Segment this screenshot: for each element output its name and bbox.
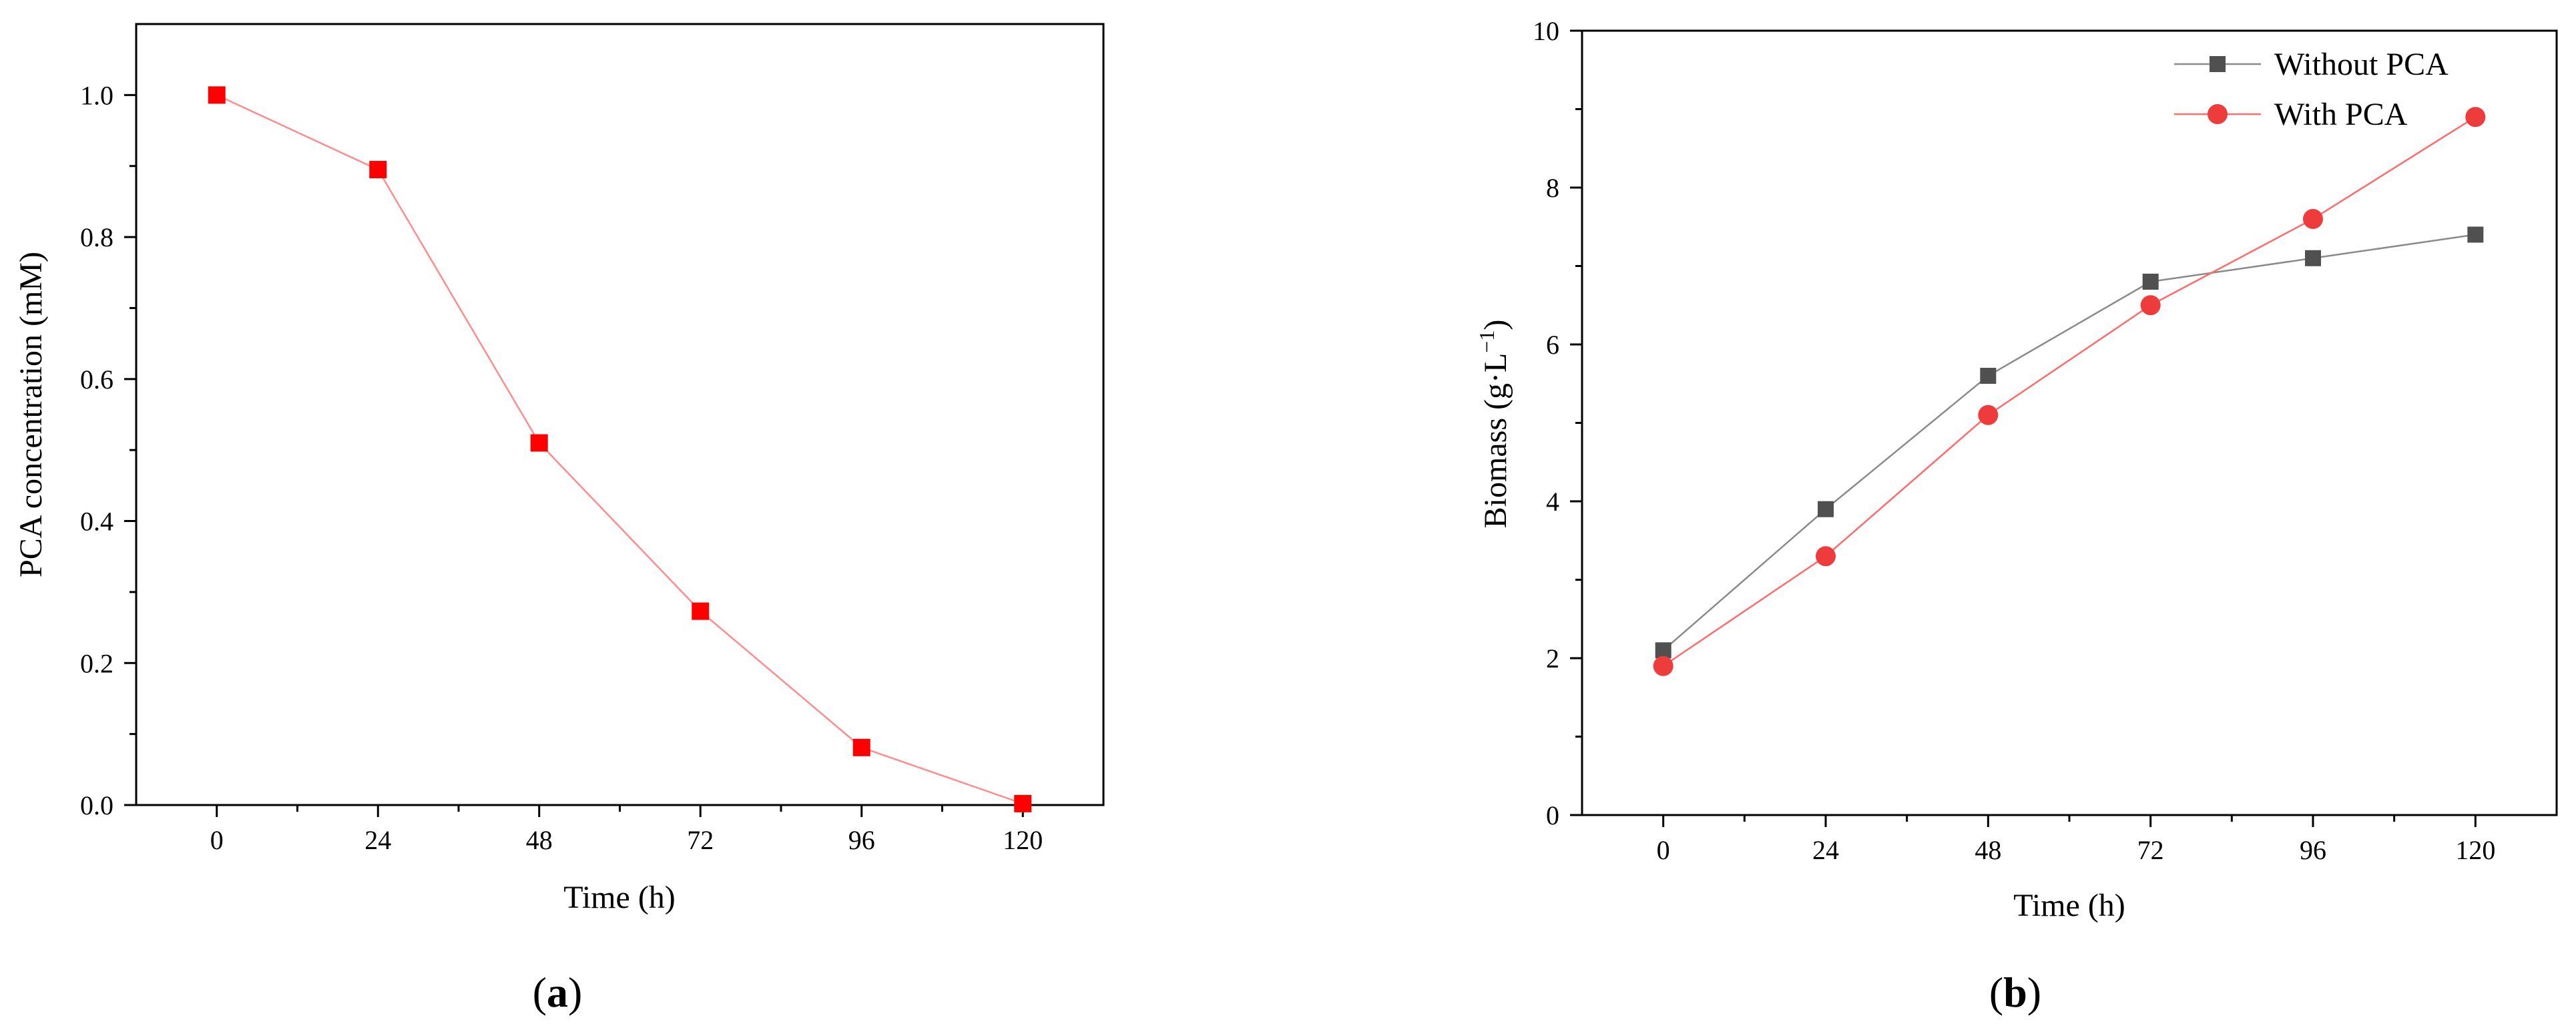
panel-label: a [547, 969, 568, 1016]
x-tick-label: 48 [1975, 835, 2001, 865]
y-tick-label: 0.8 [80, 222, 113, 252]
data-series [1653, 107, 2486, 676]
x-tick-label: 24 [364, 825, 391, 855]
y-tick-label: 0.2 [80, 648, 113, 678]
plot-frame [135, 23, 1105, 806]
y-axis-title-superscript: −1 [1475, 330, 1499, 353]
data-point [208, 86, 226, 104]
data-point [692, 602, 710, 620]
panel-caption-b: (b) [1989, 969, 2041, 1016]
legend-item: Without PCA [2174, 47, 2449, 82]
series-line [1662, 116, 2476, 667]
series-line [216, 94, 1023, 805]
y-ticks: 0.0 0.2 0.4 0.6 0.8 1.0 [80, 80, 136, 820]
data-point [2465, 107, 2486, 127]
x-tick-label: 0 [1657, 835, 1670, 865]
x-tick-label: 48 [526, 825, 553, 855]
data-point [1980, 368, 1997, 384]
data-point [530, 434, 548, 452]
data-point [2140, 295, 2161, 316]
y-axis-title-main: Biomass (g·L [1478, 353, 1513, 529]
y-tick-label: 0.6 [80, 364, 113, 395]
legend-item: With PCA [2174, 97, 2408, 132]
x-tick-label: 120 [1003, 825, 1043, 855]
y-axis-title: PCA concentration (mM) [13, 252, 49, 577]
data-point [1655, 642, 1671, 659]
y-tick-label: 8 [1546, 173, 1559, 203]
data-point [1818, 501, 1834, 517]
data-series [208, 86, 1032, 812]
data-point [1978, 405, 1999, 425]
y-tick-label: 2 [1546, 643, 1559, 674]
y-tick-label: 0 [1546, 800, 1559, 830]
x-axis-title: Time (h) [2013, 888, 2125, 923]
x-tick-label: 72 [687, 825, 714, 855]
x-tick-label: 120 [2455, 835, 2495, 865]
y-tick-label: 0.4 [80, 507, 113, 537]
data-point [2305, 250, 2321, 266]
x-tick-label: 72 [2137, 835, 2164, 865]
x-tick-label: 96 [2300, 835, 2326, 865]
legend-label: Without PCA [2274, 47, 2449, 82]
chart-panel-a: 0 24 48 72 96 120 0.0 0.2 0.4 0.6 0.8 1.0 Time (h)… [13, 23, 1105, 1016]
y-axis-title: Biomass (g·L−1) [1475, 320, 1513, 529]
y-tick-label: 1.0 [80, 80, 113, 110]
y-ticks: 0 2 4 6 8 10 [1533, 16, 1582, 830]
x-axis-title: Time (h) [563, 880, 676, 915]
data-point [2142, 274, 2159, 290]
panel-caption-a: (a) [533, 969, 583, 1016]
y-tick-label: 6 [1546, 330, 1559, 360]
data-point [1816, 546, 1836, 567]
y-tick-label: 10 [1533, 16, 1559, 46]
plot-frame [1581, 29, 2558, 816]
legend-label: With PCA [2274, 97, 2408, 132]
data-point [369, 161, 387, 179]
data-point [852, 738, 870, 756]
y-tick-label: 4 [1546, 487, 1559, 517]
x-ticks: 0 24 48 72 96 120 [1657, 815, 2495, 865]
data-point [2303, 209, 2323, 229]
x-tick-label: 0 [210, 825, 224, 855]
x-tick-label: 96 [848, 825, 875, 855]
data-point [1653, 656, 1673, 676]
x-tick-label: 24 [1812, 835, 1839, 865]
legend-marker [2208, 104, 2228, 124]
legend-marker [2210, 56, 2226, 72]
panel-label: b [2003, 969, 2027, 1016]
y-axis-title-close: ) [1478, 320, 1513, 330]
data-point [1014, 794, 1032, 812]
y-tick-label: 0.0 [80, 790, 113, 820]
x-ticks: 0 24 48 72 96 120 [210, 805, 1043, 855]
series-line [1662, 234, 2476, 652]
data-point [2467, 226, 2484, 243]
legend: Without PCA With PCA [2174, 47, 2449, 132]
